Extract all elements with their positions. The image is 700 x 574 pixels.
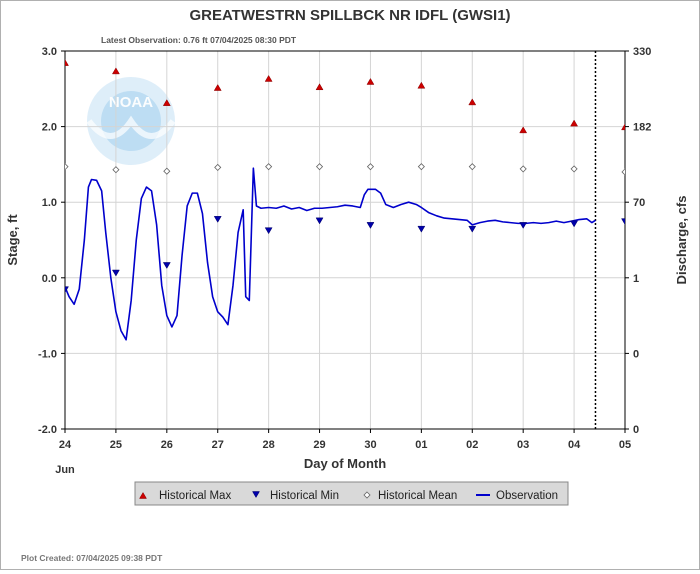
legend-item-mean: Historical Mean [363,490,457,502]
historical-mean-point [468,163,476,171]
y-axis-title-right: Discharge, cfs [674,196,689,285]
y-tick-label-left: -2.0 [38,424,57,436]
historical-max-point [111,67,120,75]
historical-max-point [417,81,426,89]
legend-item-min: Historical Min [252,490,339,502]
y-tick-label-left: 2.0 [42,122,57,134]
plot-area [64,50,626,430]
historical-max-point [65,59,69,66]
historical-max-point [366,77,375,85]
plot-created-text: Plot Created: 07/04/2025 09:38 PDT [21,553,163,563]
historical-min-point [621,218,625,226]
month-label: Jun [55,464,75,476]
x-tick-label: 28 [263,439,275,451]
x-tick-label: 05 [619,439,631,451]
x-tick-label: 03 [517,439,529,451]
legend-min-label: Historical Min [270,490,339,502]
x-tick-label: 24 [59,439,72,451]
y-tick-label-left: 3.0 [42,46,57,58]
legend-box [134,481,569,506]
y-tick-label-left: -1.0 [38,348,57,360]
observation-series-line [65,167,596,341]
historical-min-point [65,286,69,294]
legend-max-marker [139,492,147,499]
y-tick-label-right: 0 [633,348,639,360]
y-tick-label-right: 182 [633,122,651,134]
legend-observation-label: Observation [496,490,558,502]
legend-item-max: Historical Max [139,490,231,502]
noaa-logo-text: NOAA [109,94,153,111]
historical-min-point [519,222,528,229]
historical-mean-point [112,166,120,174]
legend-max-label: Historical Max [159,490,231,502]
x-tick-label: 01 [415,439,427,451]
historical-mean-point [366,163,375,171]
x-tick-label: 25 [110,439,122,451]
axes: 24 25 26 27 28 29 30 01 02 03 04 05-2.0-1.00.01.02.… [38,46,651,451]
y-tick-label-right: 330 [633,46,651,58]
historical-mean-point [163,167,171,175]
y-tick-label-left: 0.0 [42,273,57,285]
historical-min-point [468,225,477,233]
historical-max-point [213,84,222,91]
historical-min-point [417,225,426,233]
legend-item-observation: Observation [476,490,558,502]
legend-min-marker [252,491,260,498]
y-tick-label-left: 1.0 [42,197,57,209]
historical-max-point [519,126,528,134]
x-tick-label: 30 [364,439,376,451]
x-tick-label: 26 [161,439,173,451]
historical-min-point [213,216,222,223]
y-axis-title-left: Stage, ft [5,214,20,266]
legend: Historical Max Historical Min Historical… [134,481,569,506]
historical-mean-point [570,165,578,173]
historical-min-point [570,220,579,228]
historical-max-point [264,74,273,82]
historical-min-point [111,269,120,277]
y-tick-label-right: 70 [633,197,645,209]
historical-mean-point [65,163,69,171]
historical-max-point [570,119,579,127]
historical-mean-point [621,168,625,176]
historical-max-point [315,83,324,91]
x-tick-label: 04 [568,439,581,451]
chart-title: GREATWESTRN SPILLBCK NR IDFL (GWSI1) [189,7,510,24]
x-tick-label: 02 [466,439,478,451]
historical-mean-point [265,163,273,171]
historical-min-point [366,222,375,229]
legend-mean-label: Historical Mean [378,490,457,502]
historical-max-point [468,98,477,106]
historical-min-point [162,262,171,269]
historical-max-point [621,123,625,131]
historical-mean-point [214,163,222,171]
x-tick-label: 29 [313,439,325,451]
historical-mean-point [417,163,425,171]
y-tick-label-right: 1 [633,273,639,285]
y-tick-label-right: 0 [633,424,639,436]
historical-mean-point [519,165,527,173]
historical-max-point [162,99,171,106]
historical-min-point [264,227,273,235]
latest-observation-text: Latest Observation: 0.76 ft 07/04/2025 0… [101,35,297,45]
historical-mean-point [315,163,324,171]
noaa-logo: NOAA [86,77,176,165]
x-axis-title: Day of Month [304,456,386,471]
legend-mean-marker [363,491,371,499]
x-tick-label: 27 [212,439,224,451]
historical-min-point [315,217,324,225]
series-layer [65,51,625,429]
